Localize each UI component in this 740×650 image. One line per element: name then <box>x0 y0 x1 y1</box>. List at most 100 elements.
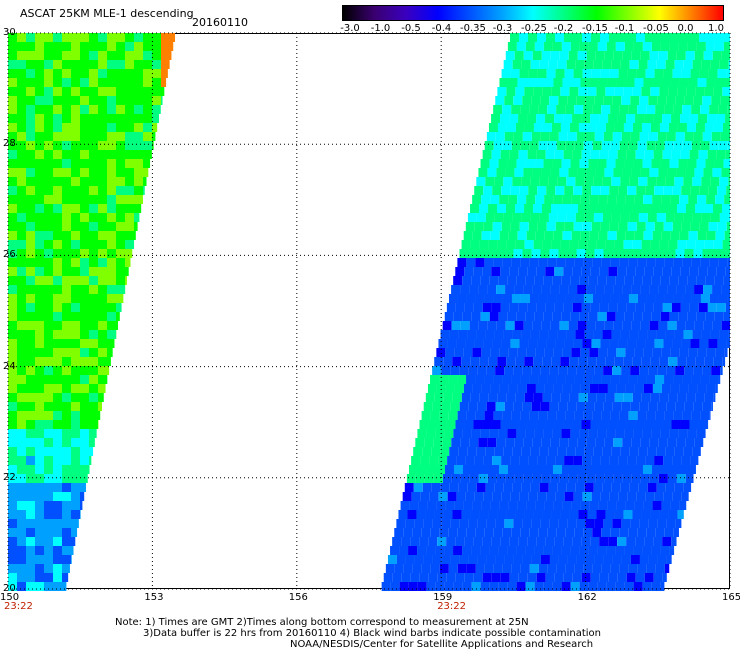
swath-cell <box>551 204 561 213</box>
swath-cell <box>17 402 26 411</box>
swath-cell <box>98 33 107 42</box>
swath-cell <box>669 429 679 438</box>
swath-cell <box>627 69 637 78</box>
swath-cell <box>729 96 730 105</box>
swath-cell <box>601 141 611 150</box>
swath-cell <box>44 384 53 393</box>
swath-cell <box>582 339 592 348</box>
swath-cell <box>664 375 674 384</box>
swath-cell <box>588 582 598 591</box>
swath-cell <box>26 276 35 285</box>
swath-cell <box>697 231 707 240</box>
swath-cell <box>642 582 652 591</box>
swath-cell <box>678 42 688 51</box>
swath-cell <box>506 357 516 366</box>
swath-cell <box>125 123 134 132</box>
swath-cell <box>683 213 693 222</box>
swath-cell <box>8 366 17 375</box>
swath-cell <box>699 339 709 348</box>
swath-cell <box>601 564 611 573</box>
swath-cell <box>537 69 547 78</box>
swath-cell <box>26 474 35 483</box>
swath-cell <box>540 519 550 528</box>
swath-cell <box>26 339 35 348</box>
swath-cell <box>53 330 62 339</box>
swath-cell <box>521 213 531 222</box>
swath-cell <box>674 60 684 69</box>
swath-cell <box>715 384 718 393</box>
swath-cell <box>570 276 580 285</box>
swath-cell <box>561 159 571 168</box>
swath-cell <box>650 393 660 402</box>
swath-cell <box>709 294 719 303</box>
swath-cell <box>17 447 26 456</box>
swath-cell <box>465 456 475 465</box>
swath-cell <box>396 519 406 528</box>
swath-cell <box>673 375 683 384</box>
swath-cell <box>560 357 570 366</box>
swath-cell <box>615 276 625 285</box>
swath-cell <box>706 78 716 87</box>
swath-cell <box>585 249 595 258</box>
swath-cell <box>89 429 97 438</box>
swath-cell <box>430 564 440 573</box>
swath-cell <box>727 258 730 267</box>
swath-cell <box>71 348 80 357</box>
swath-cell <box>627 222 637 231</box>
swath-cell <box>510 33 519 42</box>
swath-cell <box>497 204 507 213</box>
swath-cell <box>615 429 625 438</box>
swath-cell <box>622 321 632 330</box>
swath-cell <box>607 501 617 510</box>
swath-cell <box>80 123 89 132</box>
swath-cell <box>439 564 449 573</box>
swath-cell <box>528 186 538 195</box>
swath-cell <box>504 132 514 141</box>
swath-cell <box>53 240 62 249</box>
swath-cell <box>35 51 44 60</box>
swath-cell <box>606 546 616 555</box>
swath-cell <box>709 258 719 267</box>
swath-cell <box>549 96 559 105</box>
swath-cell <box>80 384 89 393</box>
swath-cell <box>107 294 116 303</box>
swath-cell <box>71 402 80 411</box>
swath-cell <box>651 429 661 438</box>
swath-cell <box>107 330 116 339</box>
swath-cell <box>53 141 62 150</box>
swath-cell <box>579 546 589 555</box>
swath-cell <box>446 537 456 546</box>
swath-cell <box>720 366 723 375</box>
swath-cell <box>8 564 17 573</box>
swath-cell <box>8 105 17 114</box>
swath-cell <box>434 393 444 402</box>
swath-cell <box>705 312 715 321</box>
swath-cell <box>26 582 35 591</box>
swath-cell <box>71 285 80 294</box>
swath-cell <box>590 303 600 312</box>
swath-cell <box>80 501 83 510</box>
swath-cell <box>89 231 98 240</box>
swath-cell <box>542 357 552 366</box>
swath-cell <box>677 510 684 519</box>
swath-cell <box>510 186 520 195</box>
swath-cell <box>715 78 725 87</box>
swath-cell <box>71 393 80 402</box>
swath-cell <box>116 60 125 69</box>
swath-cell <box>542 510 552 519</box>
swath-cell <box>44 348 53 357</box>
swath-cell <box>53 60 62 69</box>
swath-cell <box>613 321 623 330</box>
swath-cell <box>655 528 665 537</box>
swath-cell <box>44 339 53 348</box>
swath-cell <box>726 222 730 231</box>
swath-cell <box>26 231 35 240</box>
swath-cell <box>547 564 557 573</box>
swath-cell <box>625 78 635 87</box>
swath-cell <box>533 510 543 519</box>
swath-cell <box>550 321 560 330</box>
swath-cell <box>26 294 35 303</box>
swath-cell <box>116 303 122 312</box>
swath-cell <box>125 141 134 150</box>
swath-cell <box>658 474 668 483</box>
